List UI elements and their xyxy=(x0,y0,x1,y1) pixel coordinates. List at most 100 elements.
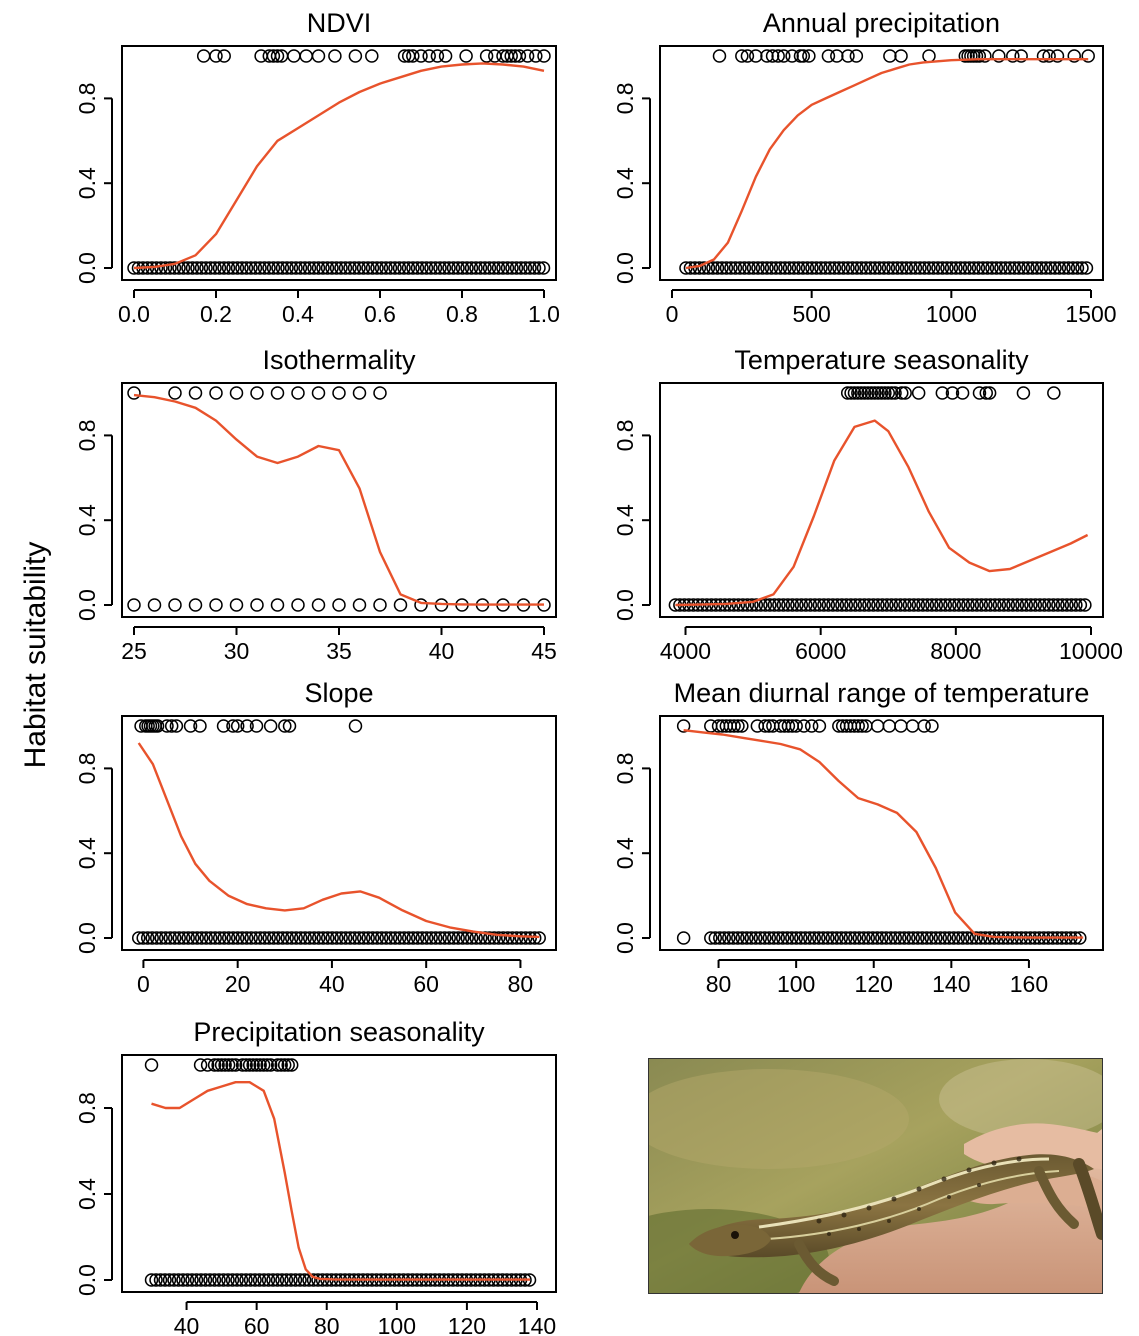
absence-point xyxy=(239,1273,253,1287)
absence-point xyxy=(424,261,438,275)
absence-point xyxy=(271,931,285,945)
absence-point xyxy=(772,598,786,612)
absence-point xyxy=(884,598,899,612)
absence-point xyxy=(881,261,896,275)
plot-frame xyxy=(121,1054,557,1293)
absence-point xyxy=(755,261,770,275)
presence-point xyxy=(196,49,211,63)
absence-point xyxy=(171,1273,186,1287)
presence-point xyxy=(348,49,363,63)
absence-point xyxy=(866,931,880,945)
absence-point xyxy=(189,1273,204,1287)
absence-point xyxy=(676,931,691,945)
absence-point xyxy=(250,598,264,612)
absence-point xyxy=(1055,598,1070,612)
presence-point xyxy=(676,719,691,733)
response-curve xyxy=(137,742,540,939)
absence-point xyxy=(419,261,434,275)
absence-point xyxy=(776,598,791,612)
presence-point xyxy=(332,386,346,400)
presence-point xyxy=(898,386,912,400)
absence-point xyxy=(1075,261,1089,275)
absence-point xyxy=(992,598,1007,612)
absence-point xyxy=(428,931,443,945)
presence-point xyxy=(789,719,803,733)
absence-point xyxy=(293,261,308,275)
absence-point xyxy=(907,598,921,612)
absence-point xyxy=(1061,261,1076,275)
chart-title: NDVI xyxy=(307,8,372,38)
absence-point xyxy=(257,931,272,945)
absence-point xyxy=(188,598,203,612)
absence-point xyxy=(1030,261,1044,275)
absence-point xyxy=(1021,261,1035,275)
absence-point xyxy=(225,1273,240,1287)
absence-point xyxy=(338,261,353,275)
absence-point xyxy=(221,261,236,275)
absence-point xyxy=(153,1273,168,1287)
absence-point xyxy=(158,931,173,945)
absence-point xyxy=(518,931,533,945)
absence-point xyxy=(863,261,878,275)
absence-point xyxy=(379,261,393,275)
absence-point xyxy=(916,598,930,612)
absence-point xyxy=(500,931,515,945)
chart-title: Annual precipitation xyxy=(763,8,1000,38)
y-tick-label: 0.0 xyxy=(74,1264,100,1296)
y-tick-label: 0.4 xyxy=(612,504,638,536)
absence-point xyxy=(727,598,741,612)
absence-point xyxy=(791,261,806,275)
response-curve xyxy=(683,729,1084,939)
absence-point xyxy=(401,931,416,945)
absence-point xyxy=(234,1273,249,1287)
presence-point xyxy=(1047,386,1061,400)
absence-point xyxy=(365,931,380,945)
absence-point xyxy=(708,931,723,945)
absence-point xyxy=(758,931,772,945)
absence-point xyxy=(915,931,930,945)
absence-point xyxy=(1079,261,1094,275)
presence-point xyxy=(765,49,780,63)
presence-point xyxy=(1006,49,1020,63)
absence-point xyxy=(1028,598,1043,612)
absence-point xyxy=(271,261,285,275)
absence-point xyxy=(392,261,407,275)
presence-point xyxy=(229,386,244,400)
absence-point xyxy=(176,931,191,945)
chart-title: Isothermality xyxy=(262,345,416,375)
absence-point xyxy=(1037,598,1052,612)
presence-point xyxy=(804,719,819,733)
absence-point xyxy=(266,1273,280,1287)
absence-point xyxy=(1001,598,1016,612)
absence-point xyxy=(758,598,773,612)
absence-point xyxy=(1012,261,1026,275)
absence-point xyxy=(298,261,312,275)
plot-frame xyxy=(121,45,557,281)
absence-point xyxy=(275,931,290,945)
absence-point xyxy=(226,261,240,275)
absence-point xyxy=(343,261,357,275)
absence-point xyxy=(455,931,470,945)
x-tick-label: 0.6 xyxy=(364,301,396,327)
presence-point xyxy=(270,1058,285,1072)
presence-point xyxy=(430,49,445,63)
presence-point xyxy=(881,386,896,400)
absence-point xyxy=(767,931,781,945)
absence-point xyxy=(978,931,993,945)
presence-point xyxy=(270,49,285,63)
response-curve xyxy=(133,393,544,606)
absence-point xyxy=(464,261,479,275)
presence-point xyxy=(242,1058,257,1072)
absence-point xyxy=(988,598,1002,612)
presence-point xyxy=(249,719,264,733)
absence-point xyxy=(230,931,245,945)
absence-point xyxy=(899,261,914,275)
absence-point xyxy=(487,931,501,945)
presence-point xyxy=(200,1058,215,1072)
absence-point xyxy=(527,931,542,945)
presence-point xyxy=(712,49,727,63)
absence-point xyxy=(383,261,398,275)
x-tick-label: 80 xyxy=(314,1313,340,1336)
absence-point xyxy=(329,931,344,945)
presence-point xyxy=(278,719,292,733)
